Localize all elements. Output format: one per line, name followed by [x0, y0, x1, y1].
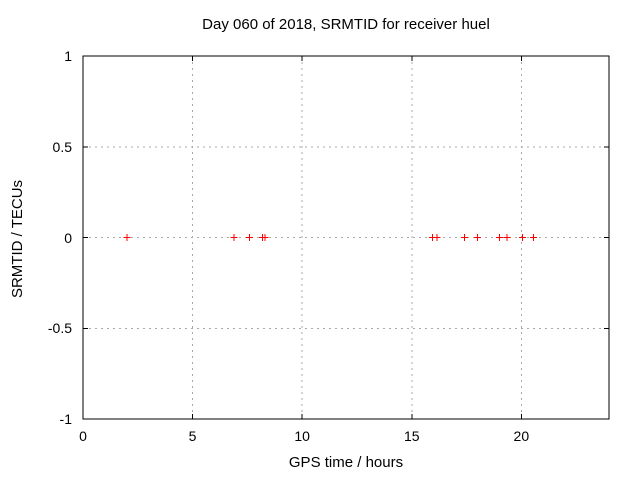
x-tick-label: 15	[403, 428, 420, 444]
plot-frame	[82, 55, 610, 420]
y-tick-label: 0.5	[52, 138, 72, 155]
y-tick-label: 1	[64, 48, 72, 64]
x-tick-label: 10	[294, 428, 310, 444]
x-tick-label: 5	[188, 428, 197, 444]
y-tick-label: -0.5	[47, 320, 72, 337]
x-tick-label: 0	[79, 428, 87, 444]
y-tick-label: -1	[59, 411, 72, 427]
chart-title: Day 060 of 2018, SRMTID for receiver hue…	[202, 16, 490, 33]
x-axis-label: GPS time / hours	[288, 454, 404, 471]
y-tick-label: 0	[64, 229, 72, 246]
x-tick-label: 20	[513, 428, 530, 444]
